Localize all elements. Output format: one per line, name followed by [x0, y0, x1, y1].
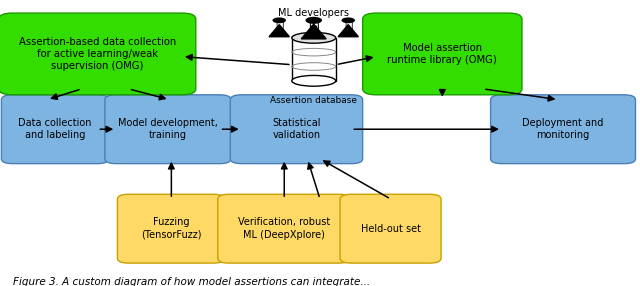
- Ellipse shape: [292, 76, 336, 86]
- FancyBboxPatch shape: [340, 194, 441, 263]
- Circle shape: [305, 17, 322, 24]
- FancyBboxPatch shape: [105, 95, 231, 164]
- Text: Held-out set: Held-out set: [360, 224, 420, 234]
- Text: Figure 3. A custom diagram of how model assertions can integrate...: Figure 3. A custom diagram of how model …: [13, 277, 370, 286]
- FancyBboxPatch shape: [230, 95, 363, 164]
- Text: ⛹: ⛹: [344, 20, 353, 34]
- Text: ML developers: ML developers: [278, 8, 349, 18]
- FancyBboxPatch shape: [292, 38, 335, 81]
- Text: Verification, robust
ML (DeepXplore): Verification, robust ML (DeepXplore): [238, 217, 330, 240]
- FancyBboxPatch shape: [491, 95, 636, 164]
- Ellipse shape: [292, 32, 336, 43]
- Polygon shape: [301, 24, 326, 39]
- FancyBboxPatch shape: [0, 13, 196, 95]
- Text: Model assertion
runtime library (OMG): Model assertion runtime library (OMG): [387, 43, 497, 65]
- FancyBboxPatch shape: [218, 194, 350, 263]
- Text: Deployment and
monitoring: Deployment and monitoring: [522, 118, 604, 140]
- Text: Model development,
training: Model development, training: [118, 118, 218, 140]
- Text: Fuzzing
(TensorFuzz): Fuzzing (TensorFuzz): [141, 217, 202, 240]
- Polygon shape: [338, 25, 358, 37]
- Circle shape: [342, 17, 355, 23]
- Text: Statistical
validation: Statistical validation: [272, 118, 321, 140]
- Text: Data collection
and labeling: Data collection and labeling: [19, 118, 92, 140]
- FancyBboxPatch shape: [117, 194, 225, 263]
- FancyBboxPatch shape: [363, 13, 522, 95]
- Text: ⛹: ⛹: [275, 20, 284, 34]
- FancyBboxPatch shape: [1, 95, 109, 164]
- Text: ⛹: ⛹: [308, 18, 319, 36]
- Polygon shape: [269, 25, 289, 37]
- Circle shape: [273, 17, 286, 23]
- Text: Assertion-based data collection
for active learning/weak
supervision (OMG): Assertion-based data collection for acti…: [19, 37, 176, 71]
- Text: Assertion database: Assertion database: [270, 96, 357, 105]
